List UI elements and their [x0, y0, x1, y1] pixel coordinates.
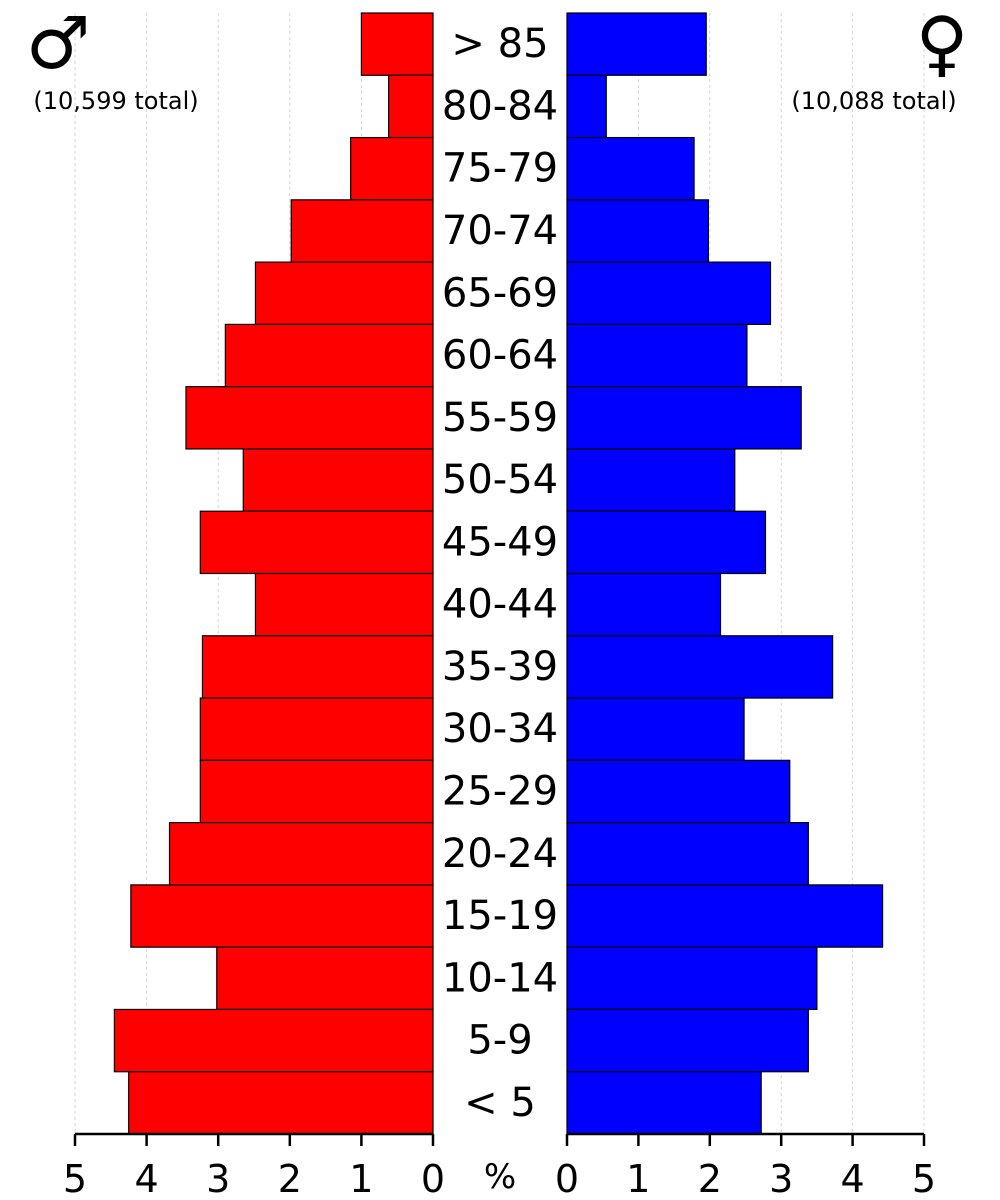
age-group-label: 70-74	[442, 208, 558, 254]
right-tick-label: 1	[626, 1157, 650, 1200]
female-bar	[566, 697, 745, 761]
female-bar	[566, 323, 748, 388]
axes: 0 0 1 1 2 2 3 3 4 4 5 5	[63, 1132, 936, 1200]
female-bar	[566, 822, 809, 886]
male-bar	[350, 136, 434, 201]
male-bar	[360, 12, 434, 76]
left-tick-label: 1	[349, 1157, 373, 1200]
male-bar	[185, 386, 434, 450]
male-bar	[254, 572, 434, 637]
female-bar	[566, 572, 722, 637]
age-group-label: 50-54	[442, 457, 558, 503]
female-bar	[566, 136, 695, 201]
male-bar	[201, 635, 434, 699]
age-labels: > 85 80-84 75-79 70-74 65-69 60-64 55-59 50-54 4…	[442, 21, 558, 1126]
male-bar	[242, 448, 434, 512]
female-total-label: (10,088 total)	[791, 87, 956, 115]
male-total-label: (10,599 total)	[33, 87, 198, 115]
right-tick-label: 4	[841, 1157, 865, 1200]
female-bar	[566, 261, 772, 325]
male-bar	[128, 1071, 434, 1135]
male-bar	[168, 822, 434, 886]
female-symbol-icon: ♀	[916, 1, 969, 85]
female-bar	[566, 199, 709, 263]
age-group-label: 75-79	[442, 146, 558, 192]
age-group-label: 35-39	[442, 644, 558, 690]
male-bar	[388, 74, 434, 139]
male-bar	[254, 261, 434, 325]
age-group-label: 20-24	[442, 831, 558, 877]
female-bar	[566, 946, 818, 1011]
left-tick-label: 4	[135, 1157, 159, 1200]
right-tick-label: 5	[912, 1157, 936, 1200]
male-symbol-icon: ♂	[26, 1, 91, 85]
age-group-label: 65-69	[442, 270, 558, 316]
male-bar	[113, 1008, 434, 1073]
male-bar	[199, 697, 434, 761]
female-bar	[566, 386, 802, 450]
left-tick-label: 3	[206, 1157, 230, 1200]
age-group-label: 80-84	[442, 83, 558, 129]
female-bar	[566, 74, 607, 139]
female-bar	[566, 448, 736, 512]
age-group-label: 10-14	[442, 955, 558, 1001]
female-bar	[566, 1071, 762, 1135]
age-group-label: 25-29	[442, 768, 558, 814]
left-tick-label: 2	[278, 1157, 302, 1200]
right-tick-label: 3	[769, 1157, 793, 1200]
female-bar	[566, 1008, 809, 1073]
age-group-label: 60-64	[442, 333, 558, 379]
male-bar	[199, 759, 434, 824]
left-tick-label: 0	[421, 1157, 445, 1200]
age-group-label: > 85	[451, 21, 548, 67]
age-group-label: 45-49	[442, 519, 558, 565]
right-tick-label: 2	[698, 1157, 722, 1200]
female-bar	[566, 759, 791, 824]
unit-label: %	[484, 1157, 516, 1197]
female-bar	[566, 884, 884, 948]
age-group-label: 40-44	[442, 582, 558, 628]
female-bar	[566, 635, 834, 699]
male-bar	[216, 946, 434, 1011]
male-bar	[199, 510, 434, 575]
age-group-label: 15-19	[442, 893, 558, 939]
age-group-label: 55-59	[442, 395, 558, 441]
right-tick-label: 0	[555, 1157, 579, 1200]
age-group-label: 5-9	[467, 1018, 532, 1064]
female-bar	[566, 510, 767, 575]
age-group-label: < 5	[464, 1080, 536, 1126]
age-group-label: 30-34	[442, 706, 558, 752]
female-bar	[566, 12, 707, 76]
bars	[113, 12, 884, 1135]
male-bar	[130, 884, 434, 948]
male-bar	[290, 199, 434, 263]
left-tick-label: 5	[63, 1157, 87, 1200]
male-bar	[224, 323, 434, 388]
